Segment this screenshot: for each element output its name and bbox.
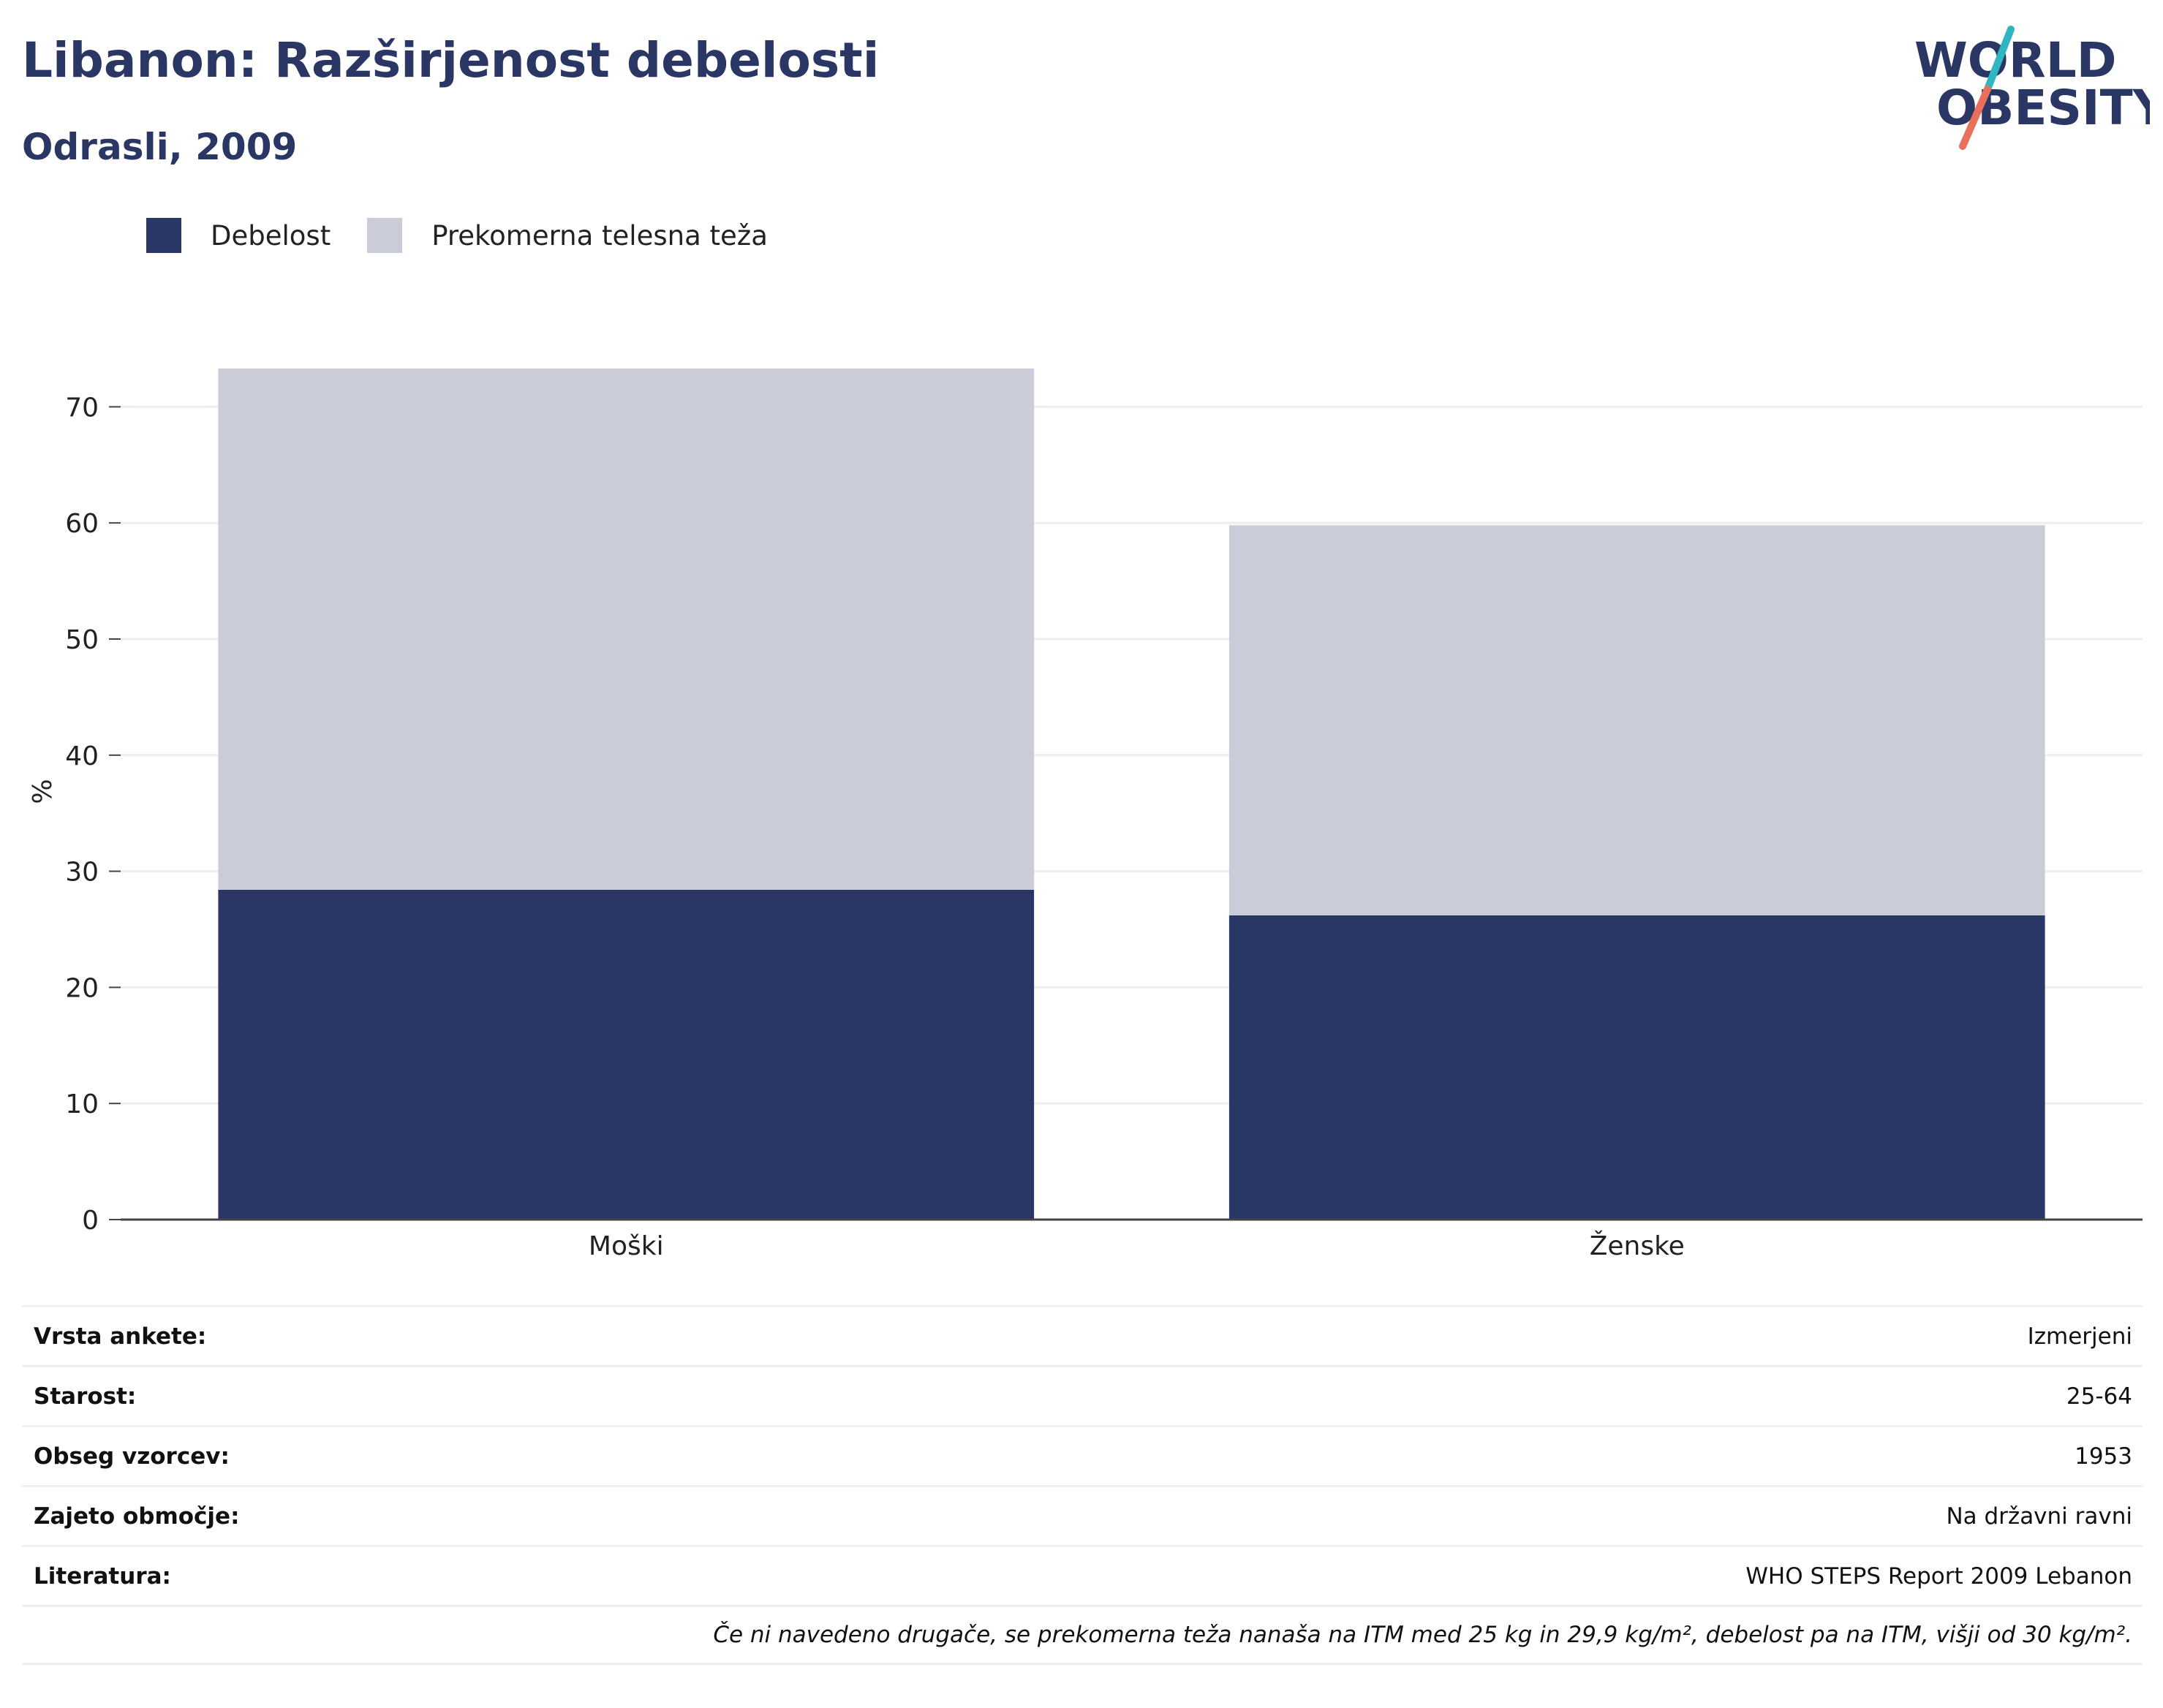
- y-tick-label: 20: [65, 973, 99, 1003]
- y-tick-label: 0: [82, 1206, 99, 1236]
- info-key: Starost:: [34, 1383, 137, 1410]
- info-value: Na državni ravni: [1946, 1503, 2132, 1530]
- legend-label-overweight: Prekomerna telesna teža: [431, 219, 768, 252]
- bar-obesity-0: [218, 890, 1035, 1220]
- stacked-bar-chart: 0 10 20 30 40 50 60 70% Moški Ženske: [28, 368, 2143, 1261]
- info-key: Vrsta ankete:: [34, 1323, 207, 1350]
- y-tick-label: 30: [65, 858, 99, 888]
- y-tick-label: 60: [65, 509, 99, 539]
- info-row-reference: Literatura: WHO STEPS Report 2009 Lebano…: [22, 1545, 2143, 1605]
- info-row-age: Starost: 25-64: [22, 1365, 2143, 1425]
- info-key: Zajeto območje:: [34, 1503, 240, 1530]
- logo-line1: WORLD: [1914, 32, 2117, 88]
- world-obesity-logo: WORLD OBESITY: [1914, 26, 2150, 150]
- info-value: WHO STEPS Report 2009 Lebanon: [1745, 1562, 2132, 1590]
- y-tick-label: 70: [65, 393, 99, 423]
- info-row-survey-type: Vrsta ankete: Izmerjeni: [22, 1305, 2143, 1365]
- y-tick-label: 10: [65, 1089, 99, 1119]
- legend-swatch-overweight: [367, 218, 403, 253]
- info-value: Izmerjeni: [2027, 1323, 2132, 1350]
- bar-obesity-1: [1228, 915, 2045, 1220]
- legend-item-obesity[interactable]: Debelost: [146, 218, 331, 253]
- x-tick-label: Moški: [589, 1231, 664, 1261]
- info-key: Obseg vzorcev:: [34, 1443, 230, 1470]
- legend: Debelost Prekomerna telesna teža: [146, 218, 804, 253]
- info-value: 1953: [2075, 1443, 2132, 1470]
- info-key: Literatura:: [34, 1562, 171, 1590]
- bar-overweight-0: [218, 368, 1035, 891]
- x-tick-label: Ženske: [1590, 1231, 1685, 1261]
- legend-label-obesity: Debelost: [211, 219, 331, 252]
- legend-swatch-obesity: [146, 218, 181, 253]
- info-value: 25-64: [2066, 1383, 2132, 1410]
- y-tick-label: 40: [65, 741, 99, 771]
- legend-item-overweight[interactable]: Prekomerna telesna teža: [367, 218, 768, 253]
- info-table: Vrsta ankete: Izmerjeni Starost: 25-64 O…: [22, 1305, 2143, 1665]
- info-row-coverage: Zajeto območje: Na državni ravni: [22, 1485, 2143, 1545]
- logo-slash-red: [1959, 86, 1991, 150]
- bar-overweight-1: [1228, 525, 2045, 915]
- logo-slash-teal: [1984, 26, 2015, 93]
- y-tick-label: 50: [65, 625, 99, 655]
- chart-title: Libanon: Razširjenost debelosti: [22, 32, 880, 88]
- info-row-sample-size: Obseg vzorcev: 1953: [22, 1425, 2143, 1485]
- chart-subtitle: Odrasli, 2009: [22, 126, 298, 168]
- definition-note: Če ni navedeno drugače, se prekomerna te…: [22, 1605, 2143, 1665]
- y-axis-label: %: [28, 779, 58, 804]
